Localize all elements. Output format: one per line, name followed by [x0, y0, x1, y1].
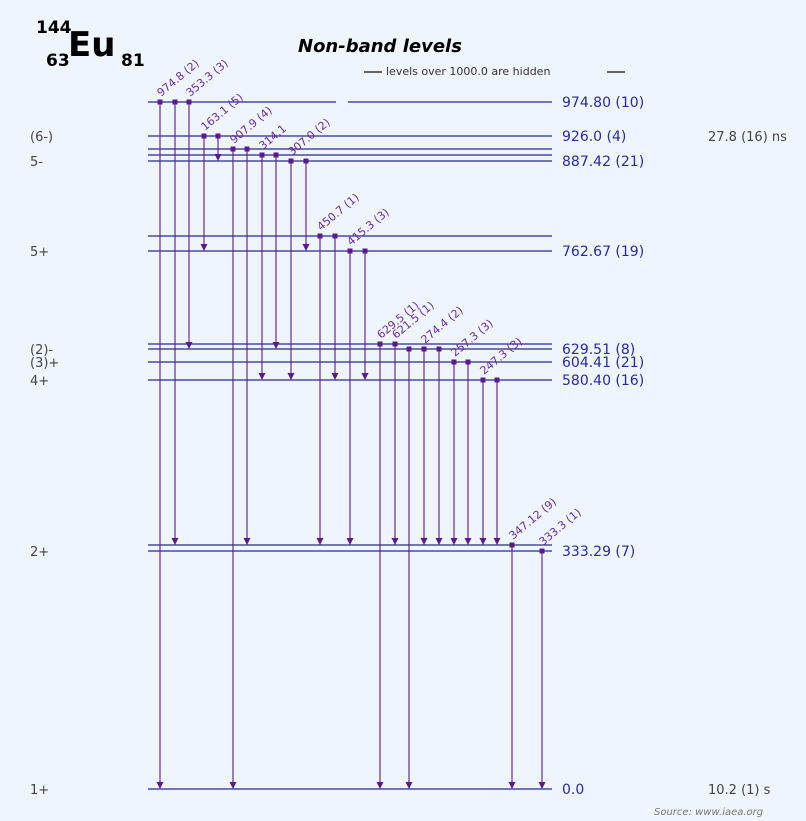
- gamma-arrow-head: [331, 373, 339, 380]
- level-spin-parity: 5+: [30, 245, 49, 260]
- gamma-transition: [214, 133, 222, 161]
- gamma-arrow-head: [214, 154, 222, 161]
- diagram-title: Non-band levels: [298, 36, 462, 57]
- gamma-arrow-head: [376, 782, 384, 789]
- gamma-transition: [171, 99, 179, 545]
- gamma-arrow-head: [464, 538, 472, 545]
- gamma-arrow-head: [435, 538, 443, 545]
- hidden-levels-note: levels over 1000.0 are hidden: [386, 65, 550, 78]
- gamma-arrow-head: [243, 538, 251, 545]
- nuclide-neutron-number: 81: [121, 51, 145, 71]
- gamma-arrow-head: [229, 782, 237, 789]
- level-energy-label: 629.51 (8): [562, 342, 635, 358]
- gamma-arrow-head: [302, 244, 310, 251]
- level-energy-label: 926.0 (4): [562, 129, 626, 145]
- gamma-arrow-head: [508, 782, 516, 789]
- source-credit: Source: www.iaea.org: [654, 807, 763, 818]
- level-spin-parity: 2+: [30, 545, 49, 560]
- gamma-transition: [361, 248, 369, 380]
- level-half-life: 10.2 (1) s: [708, 783, 771, 798]
- level-energy-label: 762.67 (19): [562, 244, 644, 260]
- gamma-arrow-head: [361, 373, 369, 380]
- gamma-arrow-head: [200, 244, 208, 251]
- level-energy-label: 0.0: [562, 782, 584, 798]
- nuclide-mass-number: 144: [36, 18, 72, 38]
- gamma-arrow-head: [420, 538, 428, 545]
- gamma-arrow-head: [185, 342, 193, 349]
- gamma-transition: [435, 346, 443, 545]
- level-spin-parity: (6-): [30, 130, 53, 145]
- gamma-arrow-head: [258, 373, 266, 380]
- level-energy-label: 887.42 (21): [562, 154, 644, 170]
- gamma-arrow-head: [493, 538, 501, 545]
- nuclide-proton-number: 63: [46, 51, 70, 71]
- gamma-transition: [302, 158, 310, 251]
- level-energy-label: 974.80 (10): [562, 95, 644, 111]
- level-half-life: 27.8 (16) ns: [708, 130, 787, 145]
- gamma-transition: [331, 233, 339, 380]
- level-energy-label: 580.40 (16): [562, 373, 644, 389]
- gamma-transition: [493, 377, 501, 545]
- level-spin-parity: 4+: [30, 374, 49, 389]
- level-energy-label: 604.41 (21): [562, 355, 644, 371]
- gamma-arrow-head: [346, 538, 354, 545]
- level-energy-label: 333.29 (7): [562, 544, 635, 560]
- gamma-arrow-head: [171, 538, 179, 545]
- gamma-arrow-head: [405, 782, 413, 789]
- gamma-transition: [405, 346, 413, 789]
- gamma-transition: [243, 146, 251, 545]
- level-spin-parity: (3)+: [30, 356, 59, 371]
- gamma-arrow-head: [479, 538, 487, 545]
- gamma-arrow-head: [450, 538, 458, 545]
- gamma-transition: [272, 152, 280, 349]
- nuclide-symbol: Eu: [68, 25, 115, 65]
- gamma-transition: [464, 359, 472, 545]
- gamma-arrow-head: [272, 342, 280, 349]
- gamma-arrow-head: [287, 373, 295, 380]
- gamma-arrow-head: [538, 782, 546, 789]
- gamma-arrow-head: [316, 538, 324, 545]
- level-spin-parity: 1+: [30, 783, 49, 798]
- gamma-arrow-head: [156, 782, 164, 789]
- gamma-arrow-head: [391, 538, 399, 545]
- level-spin-parity: (2)-: [30, 343, 53, 358]
- level-spin-parity: 5-: [30, 155, 43, 170]
